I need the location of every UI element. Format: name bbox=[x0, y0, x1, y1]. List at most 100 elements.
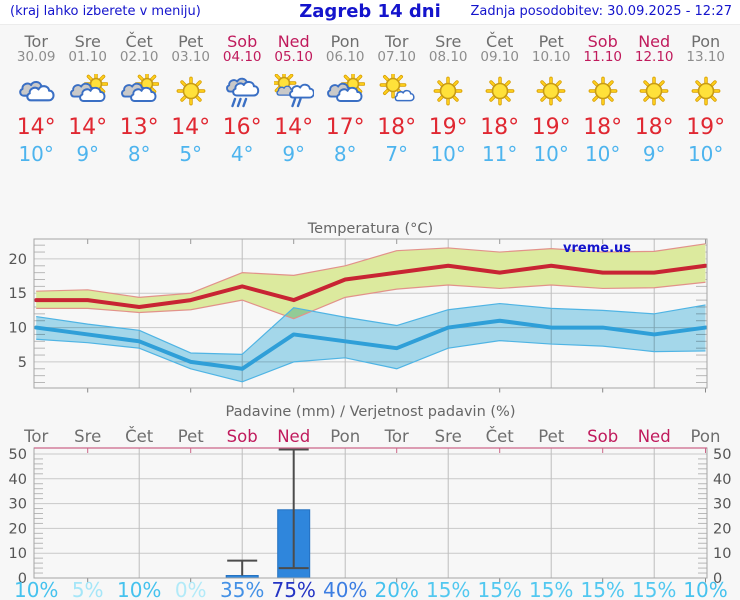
temp-ytick-label: 20 bbox=[9, 252, 27, 268]
low-temp-label: 11° bbox=[481, 142, 518, 166]
day-column: Sob 04.10 16° 4° bbox=[216, 33, 268, 165]
day-name-label: Pet bbox=[538, 32, 564, 51]
weather-icon bbox=[10, 74, 62, 110]
day-name-label: Sre bbox=[435, 32, 462, 51]
precip-ytick-left: 40 bbox=[9, 472, 27, 488]
low-temp-label: 10° bbox=[430, 142, 466, 166]
day-date-label: 08.10 bbox=[428, 49, 468, 65]
day-name-label: Ned bbox=[277, 32, 310, 51]
precip-probability-label: 10% bbox=[117, 578, 161, 600]
precip-probability-label: 75% bbox=[271, 578, 315, 600]
high-temp-label: 18° bbox=[634, 115, 674, 140]
low-temp-label: 10° bbox=[687, 142, 724, 166]
high-temp-label: 19° bbox=[428, 115, 468, 140]
weather-icon bbox=[474, 74, 526, 110]
day-date-label: 03.10 bbox=[171, 49, 211, 65]
day-date-label: 10.10 bbox=[531, 49, 571, 65]
sunny-icon bbox=[639, 76, 669, 106]
day-name-label: Tor bbox=[24, 32, 48, 51]
precip-probability-label: 20% bbox=[374, 578, 418, 600]
precip-day-label: Pet bbox=[538, 427, 565, 446]
high-temp-label: 14° bbox=[274, 115, 314, 140]
temp-high-band bbox=[36, 243, 706, 319]
day-column: Pet 10.10 19° 10° bbox=[525, 33, 577, 165]
temperature-chart: 5 10 15 20 Temperatura (°C) vreme.us bbox=[9, 221, 708, 393]
precip-day-label: Sob bbox=[587, 427, 618, 446]
precip-probability-label: 40% bbox=[323, 578, 367, 600]
day-column: Ned 12.10 18° 9° bbox=[628, 33, 680, 165]
page-title: Zagreb 14 dni bbox=[299, 1, 441, 22]
day-date-label: 01.10 bbox=[68, 49, 108, 65]
precip-ytick-left: 20 bbox=[9, 521, 27, 537]
day-column: Sre 08.10 19° 10° bbox=[422, 33, 474, 165]
day-date-label: 06.10 bbox=[325, 49, 365, 65]
weather-icon bbox=[525, 74, 577, 110]
day-name-label: Sre bbox=[74, 32, 101, 51]
high-temp-label: 18° bbox=[583, 115, 623, 140]
sunny-icon bbox=[433, 76, 463, 106]
precip-probability-label: 10% bbox=[14, 578, 58, 600]
sun-rain-icon bbox=[271, 70, 315, 108]
precip-ytick-left: 50 bbox=[9, 447, 27, 463]
low-temp-label: 10° bbox=[533, 142, 569, 166]
watermark-link[interactable]: vreme.us bbox=[563, 241, 631, 256]
precip-ytick-left: 10 bbox=[9, 546, 27, 562]
precip-ytick-left: 30 bbox=[9, 497, 27, 513]
high-temp-label: 18° bbox=[377, 115, 417, 140]
last-update-text: Zadnja posodobitev: 30.09.2025 - 12:27 bbox=[470, 4, 732, 19]
day-name-label: Ned bbox=[638, 32, 671, 51]
day-column: Pon 06.10 17° 8° bbox=[319, 33, 371, 165]
precip-probability-label: 5% bbox=[72, 578, 104, 600]
band-edge-line bbox=[36, 338, 706, 383]
precip-ytick-left: 0 bbox=[18, 571, 27, 587]
day-date-label: 02.10 bbox=[119, 49, 159, 65]
day-column: Tor 07.10 18° 7° bbox=[371, 33, 423, 165]
precip-probability-label: 15% bbox=[632, 578, 676, 600]
page-header: (kraj lahko izberete v meniju) Zagreb 14… bbox=[0, 0, 740, 25]
precip-probability-label: 35% bbox=[220, 578, 264, 600]
sunny-icon bbox=[536, 76, 566, 106]
day-date-label: 05.10 bbox=[274, 49, 314, 65]
partly-cloudy-icon bbox=[69, 71, 109, 103]
low-temp-label: 10° bbox=[18, 142, 54, 166]
weather-icon bbox=[577, 74, 629, 110]
day-date-label: 07.10 bbox=[377, 49, 417, 65]
weather-icon bbox=[680, 74, 732, 110]
high-temp-label: 14° bbox=[16, 115, 56, 140]
day-name-label: Čet bbox=[486, 32, 514, 51]
forecast-days-row: Tor 30.09 14° 10° Sre 01.10 14° 9° Čet 02.10 13° 8°… bbox=[0, 33, 740, 208]
precip-day-label: Sre bbox=[435, 427, 462, 446]
day-column: Pon 13.10 19° 10° bbox=[680, 33, 732, 165]
day-date-label: 11.10 bbox=[583, 49, 623, 65]
day-name-label: Čet bbox=[125, 32, 153, 51]
temp-ytick-label: 15 bbox=[9, 286, 27, 302]
low-temp-label: 8° bbox=[127, 142, 151, 166]
low-temp-label: 4° bbox=[230, 142, 254, 166]
day-column: Pet 03.10 14° 5° bbox=[165, 33, 217, 165]
temp-plot-border bbox=[33, 238, 708, 389]
day-date-label: 12.10 bbox=[634, 49, 674, 65]
precip-day-label: Ned bbox=[277, 427, 310, 446]
band-edge-line bbox=[36, 281, 706, 320]
precip-ytick-right: 20 bbox=[713, 521, 731, 537]
high-temp-label: 14° bbox=[171, 115, 211, 140]
precip-day-label: Tor bbox=[23, 427, 48, 446]
precip-day-label: Pon bbox=[691, 427, 721, 446]
weather-icon bbox=[62, 71, 114, 110]
low-temp-label: 8° bbox=[333, 142, 357, 166]
precip-plot-border bbox=[33, 447, 708, 579]
precip-probability-label: 0% bbox=[175, 578, 207, 600]
high-temp-label: 19° bbox=[686, 115, 726, 140]
sunny-icon bbox=[588, 76, 618, 106]
rain-icon bbox=[226, 77, 260, 108]
day-date-label: 09.10 bbox=[480, 49, 520, 65]
day-name-label: Tor bbox=[384, 32, 409, 51]
weather-icon bbox=[113, 71, 165, 110]
precip-day-label: Pon bbox=[330, 427, 360, 446]
precip-day-label: Čet bbox=[125, 427, 154, 446]
day-column: Čet 09.10 18° 11° bbox=[474, 33, 526, 165]
low-temp-label: 9° bbox=[76, 142, 100, 166]
weather-icon bbox=[268, 70, 320, 110]
band-edge-line bbox=[36, 243, 706, 298]
